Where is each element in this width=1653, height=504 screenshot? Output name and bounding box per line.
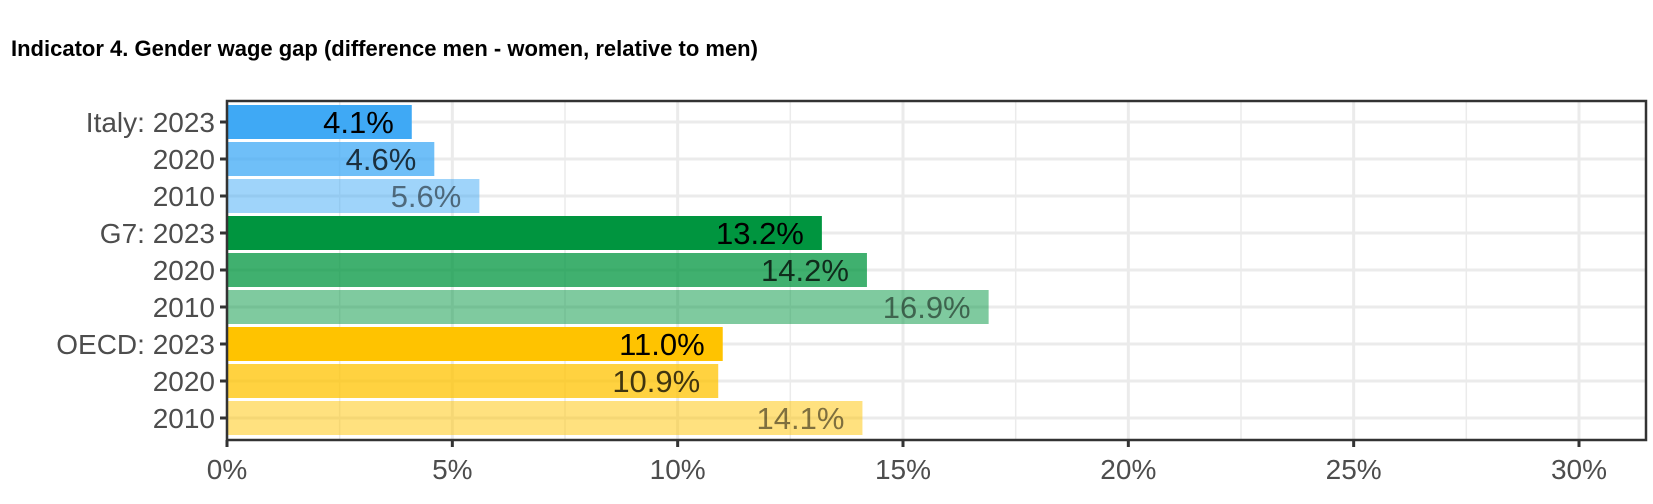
bar-oecd-2010 <box>227 401 863 435</box>
y-tick-label: Italy: 2023 <box>86 107 215 138</box>
data-label: 4.6% <box>346 142 417 177</box>
data-label: 11.0% <box>619 327 705 362</box>
data-label: 10.9% <box>612 364 700 399</box>
chart-title: Indicator 4. Gender wage gap (difference… <box>11 36 758 61</box>
x-tick-label: 10% <box>650 454 706 485</box>
x-tick-label: 25% <box>1326 454 1382 485</box>
bar-g7-2020 <box>227 253 867 287</box>
data-label: 4.1% <box>323 105 394 140</box>
panel-border <box>225 99 1648 442</box>
x-tick-label: 20% <box>1100 454 1156 485</box>
y-tick-label: 2010 <box>153 292 215 323</box>
x-tick-label: 30% <box>1551 454 1607 485</box>
data-label: 14.1% <box>757 401 845 436</box>
x-tick-label: 5% <box>432 454 472 485</box>
data-label: 13.2% <box>716 216 804 251</box>
data-label: 16.9% <box>883 290 971 325</box>
y-tick-label: 2010 <box>153 403 215 434</box>
x-tick-label: 0% <box>207 454 247 485</box>
bar-italy-2010 <box>227 179 480 213</box>
y-tick-label: OECD: 2023 <box>56 329 215 360</box>
y-tick-label: 2020 <box>153 366 215 397</box>
y-tick-label: 2020 <box>153 144 215 175</box>
bar-g7-2023 <box>227 216 822 250</box>
bar-oecd-2020 <box>227 364 719 398</box>
data-label: 5.6% <box>391 179 462 214</box>
bar-oecd-2023 <box>227 327 723 361</box>
x-tick-label: 15% <box>875 454 931 485</box>
y-tick-label: G7: 2023 <box>100 218 215 249</box>
bar-italy-2020 <box>227 142 435 176</box>
y-tick-label: 2010 <box>153 181 215 212</box>
y-tick-label: 2020 <box>153 255 215 286</box>
bar-g7-2010 <box>227 290 989 324</box>
data-label: 14.2% <box>761 253 849 288</box>
bar-italy-2023 <box>227 105 412 139</box>
